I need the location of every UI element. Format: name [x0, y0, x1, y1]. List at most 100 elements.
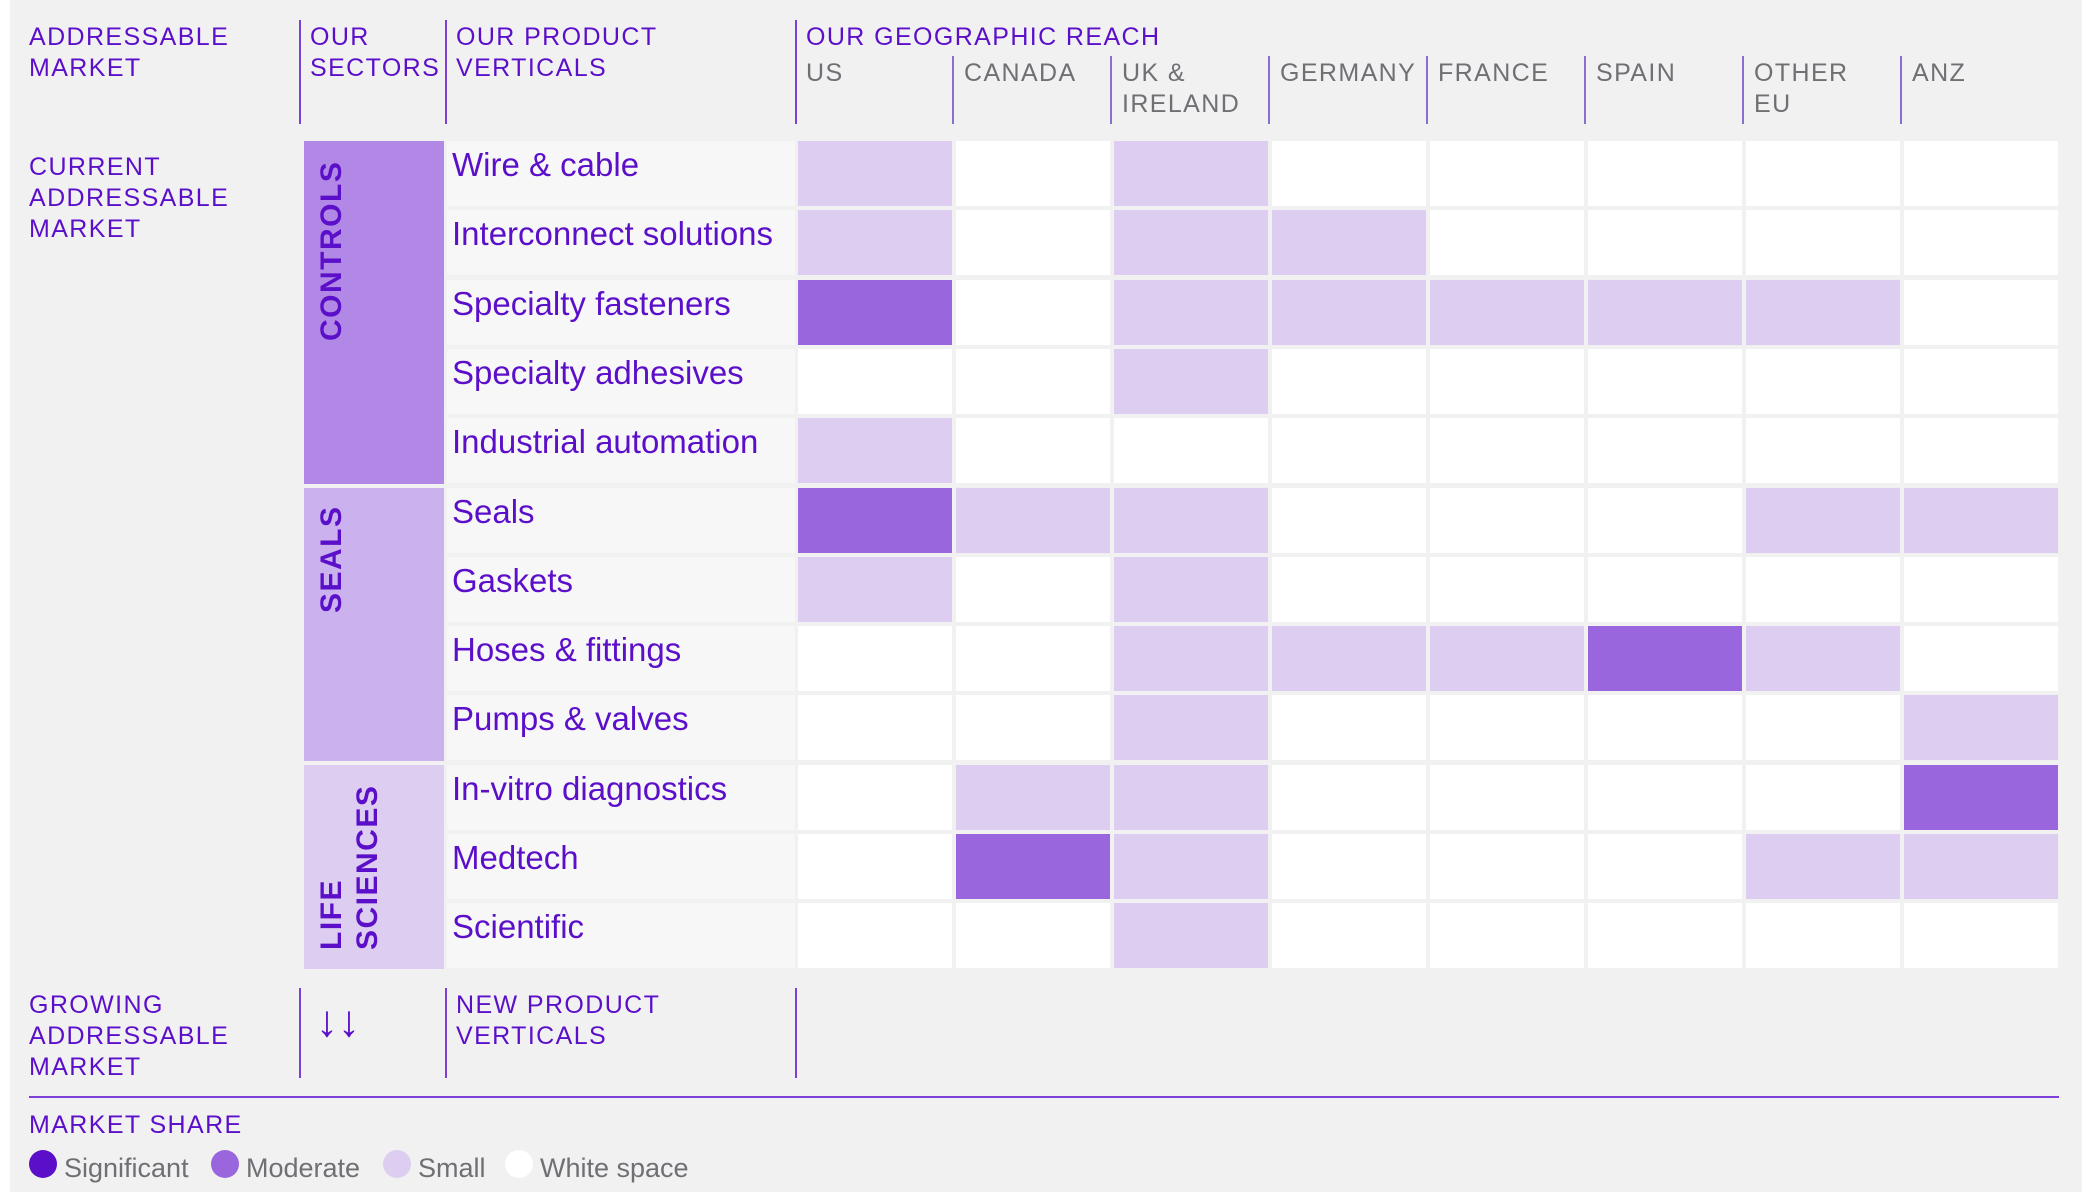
heatmap-cell	[1904, 487, 2058, 553]
heatmap-cell	[798, 348, 952, 414]
geography-column-label: ANZ	[1912, 59, 1967, 87]
geography-column-divider	[1426, 56, 1428, 124]
product-vertical-label: Gaskets	[452, 561, 574, 599]
verticals-divider	[445, 20, 447, 124]
heatmap-cell	[1746, 834, 1900, 899]
product-vertical-label: Seals	[452, 492, 535, 530]
product-vertical-label: Hoses & fittings	[452, 631, 682, 669]
geographic-reach-header: OUR GEOGRAPHIC REACH	[806, 23, 1161, 51]
sectors-divider	[299, 20, 301, 124]
product-vertical-row	[447, 834, 795, 899]
heatmap-cell	[1588, 141, 1742, 206]
product-vertical-row	[447, 903, 795, 969]
heatmap-cell	[798, 487, 952, 553]
heatmap-cell	[956, 764, 1110, 830]
product-vertical-label: Pumps & valves	[452, 700, 689, 738]
legend-swatch	[211, 1150, 239, 1178]
heatmap-cell	[956, 695, 1110, 761]
heatmap-cell	[798, 141, 952, 206]
heatmap-cell	[1430, 834, 1584, 899]
new-product-verticals-label: NEW PRODUCT VERTICALS	[456, 991, 661, 1050]
heatmap-cell	[1588, 279, 1742, 345]
heatmap-cell	[1746, 348, 1900, 414]
heatmap-cell	[1114, 556, 1268, 622]
geography-column-divider	[952, 56, 954, 124]
product-vertical-label: Specialty fasteners	[452, 284, 731, 322]
current-market-label: CURRENT ADDRESSABLE MARKET	[29, 153, 230, 243]
geography-column-label: SPAIN	[1596, 59, 1677, 87]
heatmap-cell	[798, 903, 952, 969]
heatmap-cell	[1904, 418, 2058, 484]
heatmap-cell	[1272, 764, 1426, 830]
heatmap-cell	[1272, 487, 1426, 553]
our-sectors-header: OUR SECTORS	[310, 23, 441, 82]
heatmap-cell	[1904, 695, 2058, 761]
geography-column-label: UK & IRELAND	[1122, 59, 1241, 118]
heatmap-cell	[1114, 903, 1268, 969]
heatmap-cell	[1904, 903, 2058, 969]
heatmap-cell	[1114, 695, 1268, 761]
heatmap-cell	[1272, 141, 1426, 206]
geography-column-divider	[1268, 56, 1270, 124]
heatmap-cell	[1904, 556, 2058, 622]
legend-label: Small	[418, 1153, 486, 1183]
product-vertical-label: Medtech	[452, 839, 579, 876]
heatmap-cell	[1746, 487, 1900, 553]
sector-band	[304, 487, 444, 761]
sector-label: CONTROLS	[315, 160, 348, 341]
growing-market-label: GROWING ADDRESSABLE MARKET	[29, 991, 230, 1081]
heatmap-cell	[1588, 764, 1742, 830]
addressable-market-header: ADDRESSABLE MARKET	[29, 23, 230, 82]
product-vertical-row	[447, 418, 795, 484]
heatmap-cell	[1904, 626, 2058, 692]
heatmap-cell	[1272, 903, 1426, 969]
product-vertical-row	[447, 210, 795, 276]
heatmap-cell	[798, 210, 952, 276]
heatmap-cell	[1114, 764, 1268, 830]
heatmap-cell	[956, 279, 1110, 345]
heatmap-cell	[1272, 695, 1426, 761]
heatmap-cell	[1746, 279, 1900, 345]
heatmap-cell	[956, 210, 1110, 276]
heatmap-cell	[1430, 279, 1584, 345]
product-vertical-label: Industrial automation	[452, 423, 759, 461]
heatmap-cell	[1272, 834, 1426, 899]
geography-column-divider	[1110, 56, 1112, 124]
product-verticals-header: OUR PRODUCT VERTICALS	[456, 23, 658, 82]
heatmap-cell	[1588, 834, 1742, 899]
heatmap-cell	[1430, 418, 1584, 484]
heatmap-cell	[1114, 348, 1268, 414]
heatmap-cell	[1746, 903, 1900, 969]
heatmap-cell	[1114, 487, 1268, 553]
heatmap-cell	[1114, 418, 1268, 484]
heatmap-cell	[798, 556, 952, 622]
heatmap-cell	[1430, 348, 1584, 414]
geography-column-label: FRANCE	[1438, 59, 1550, 87]
legend-swatch	[29, 1150, 57, 1178]
heatmap-cell	[1430, 764, 1584, 830]
heatmap-cell	[1904, 279, 2058, 345]
product-vertical-row	[447, 764, 795, 830]
product-vertical-label: In-vitro diagnostics	[452, 769, 728, 807]
product-vertical-label: Wire & cable	[452, 146, 640, 183]
product-vertical-row	[447, 626, 795, 692]
heatmap-cell	[798, 626, 952, 692]
heatmap-cell	[956, 348, 1110, 414]
heatmap-cell	[1114, 141, 1268, 206]
heatmap-cell	[1114, 279, 1268, 345]
sector-band	[304, 764, 444, 969]
heatmap-cell	[956, 487, 1110, 553]
heatmap-cell	[1746, 141, 1900, 206]
heatmap-cell	[1114, 626, 1268, 692]
heatmap-cell	[1588, 348, 1742, 414]
heatmap-cell	[1272, 348, 1426, 414]
market-share-title: MARKET SHARE	[29, 1111, 243, 1139]
heatmap-cell	[1746, 418, 1900, 484]
heatmap-cell	[1430, 487, 1584, 553]
heatmap-cell	[798, 695, 952, 761]
heatmap-cell	[798, 418, 952, 484]
product-vertical-row	[447, 348, 795, 414]
heatmap-cell	[798, 834, 952, 899]
heatmap-cell	[1904, 210, 2058, 276]
heatmap-cell	[956, 556, 1110, 622]
